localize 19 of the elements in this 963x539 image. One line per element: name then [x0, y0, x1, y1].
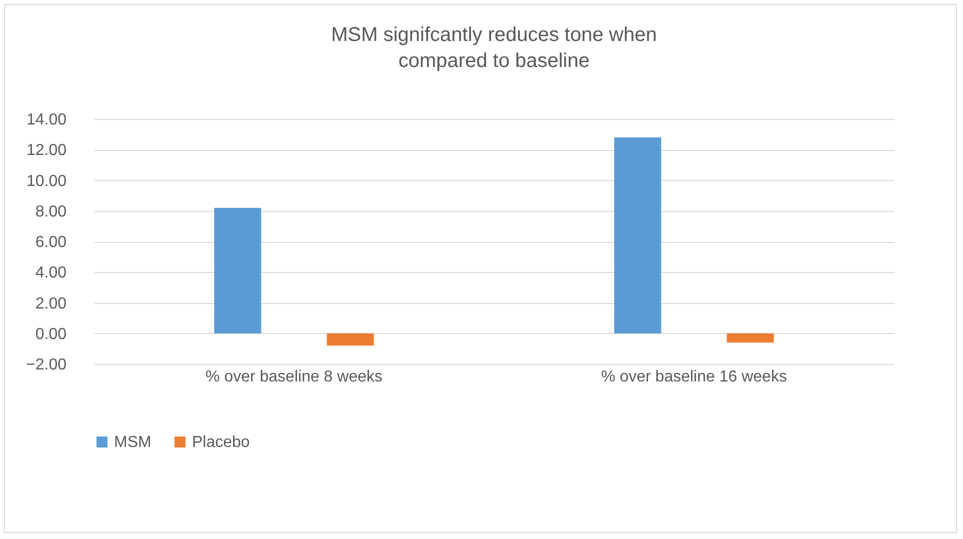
legend-label: Placebo — [192, 434, 250, 451]
y-tick-label: 12.00 — [26, 142, 67, 160]
y-tick-label: 14.00 — [26, 112, 67, 128]
x-tick-label: % over baseline 8 weeks — [206, 368, 382, 386]
y-tick-label: 8.00 — [35, 203, 67, 220]
bar — [326, 333, 374, 346]
bar — [214, 208, 262, 334]
y-tick-label: 2.00 — [35, 295, 67, 312]
text: MSM signifcantly reduces tone when — [331, 24, 657, 46]
bar — [726, 333, 774, 343]
text: compared to baseline — [398, 50, 590, 72]
y-tick-label: 4.00 — [35, 264, 67, 282]
y-tick-label: 0.00 — [35, 326, 67, 343]
y-tick-label: 6.00 — [35, 234, 67, 251]
y-tick-label: 10.00 — [26, 172, 67, 190]
bar — [614, 137, 662, 334]
x-tick-label: % over baseline 16 weeks — [601, 368, 787, 386]
y-tick-label: −2.00 — [26, 356, 67, 374]
legend-label: MSM — [114, 434, 152, 451]
